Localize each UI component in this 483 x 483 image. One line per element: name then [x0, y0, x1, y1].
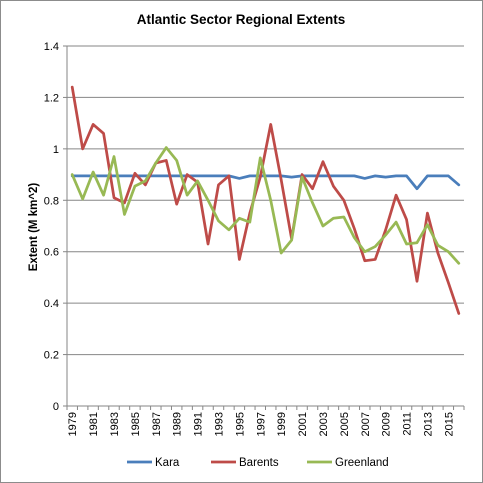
y-tick-label: 1 [53, 144, 59, 156]
series-lines [70, 85, 461, 315]
y-tick-label: 1.2 [44, 92, 59, 104]
x-tick-label: 1997 [255, 412, 267, 436]
y-axis-ticks: 0 0.2 0.4 0.6 0.8 1 1.2 1.4 [44, 41, 67, 413]
legend-label-greenland: Greenland [335, 457, 389, 469]
y-axis-label: Extent (M km^2) [28, 183, 40, 272]
y-tick-label: 1.4 [44, 41, 59, 53]
x-tick-label: 2009 [381, 412, 393, 436]
x-tick-label: 1987 [151, 412, 163, 436]
y-tick-label: 0.2 [44, 350, 59, 362]
plot-area [66, 46, 464, 407]
x-axis-ticks: 1979 1981 1983 1985 1987 1989 1991 1993 1995 1997… [66, 406, 465, 436]
series-line-greenland [70, 146, 461, 265]
legend-label-barents: Barents [239, 457, 279, 469]
x-tick-label: 1981 [88, 412, 100, 436]
x-tick-label: 1991 [193, 412, 205, 436]
x-tick-label: 2005 [339, 412, 351, 436]
x-tick-label: 2001 [297, 412, 309, 436]
x-tick-label: 2011 [402, 412, 414, 436]
x-tick-label: 2013 [422, 412, 434, 436]
y-tick-label: 0.6 [44, 247, 59, 259]
x-tick-label: 2015 [443, 412, 455, 436]
y-tick-label: 0.4 [44, 298, 59, 310]
x-tick-label: 1979 [67, 412, 79, 436]
x-tick-label: 1983 [109, 412, 121, 436]
x-tick-label: 1993 [213, 412, 225, 436]
x-tick-label: 1995 [234, 412, 246, 436]
chart-title: Atlantic Sector Regional Extents [137, 12, 346, 27]
x-tick-label: 1999 [276, 412, 288, 436]
x-tick-label: 1989 [172, 412, 184, 436]
y-tick-label: 0 [53, 401, 59, 413]
y-tick-label: 0.8 [44, 195, 59, 207]
series-line-barents [70, 85, 461, 315]
legend: Kara Barents Greenland [127, 457, 389, 469]
x-tick-label: 1985 [130, 412, 142, 436]
x-tick-label: 2003 [318, 412, 330, 436]
x-tick-label: 2007 [360, 412, 372, 436]
legend-label-kara: Kara [155, 457, 180, 469]
